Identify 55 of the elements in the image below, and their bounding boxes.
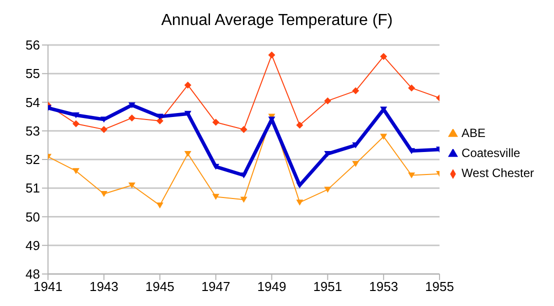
point — [324, 186, 332, 193]
x-tick-label: 1949 — [257, 279, 286, 294]
point — [184, 82, 192, 89]
point — [240, 196, 248, 203]
point — [380, 134, 388, 140]
point — [240, 126, 248, 133]
point — [352, 87, 360, 94]
point — [240, 172, 248, 178]
y-tick-label: 51 — [26, 180, 40, 196]
x-tick-label: 1947 — [201, 279, 230, 294]
point — [72, 120, 80, 128]
point — [324, 97, 332, 104]
point — [128, 114, 136, 122]
y-tick-label: 49 — [26, 238, 40, 253]
point — [128, 102, 136, 108]
point — [72, 112, 80, 118]
point — [100, 191, 108, 197]
chart-title: Annual Average Temperature (F) — [160, 12, 394, 30]
x-tick-label: 1943 — [89, 279, 118, 294]
point — [212, 194, 220, 200]
y-tick-label: 48 — [26, 266, 40, 282]
y-tick-label: 53 — [26, 123, 40, 138]
point — [156, 114, 164, 120]
point — [408, 172, 416, 178]
y-tick-label: 54 — [26, 94, 40, 110]
point — [100, 126, 108, 133]
point — [156, 202, 164, 208]
legend-label: Coatesville — [462, 146, 520, 160]
x-tick-label: 1955 — [425, 279, 454, 294]
point — [212, 118, 220, 126]
point — [408, 84, 416, 92]
y-tick-label: 55 — [26, 66, 40, 82]
legend-label: West Chester — [462, 166, 534, 180]
point — [184, 110, 192, 117]
point — [324, 150, 332, 157]
line-series — [48, 102, 440, 188]
point — [156, 117, 164, 124]
point — [296, 200, 304, 206]
legend-label: ABE — [462, 126, 486, 140]
point — [380, 52, 388, 60]
point — [268, 52, 276, 59]
x-tick-label: 1951 — [313, 279, 342, 294]
point — [296, 122, 304, 129]
y-tick-label: 50 — [26, 209, 40, 224]
x-tick-label: 1945 — [145, 279, 174, 294]
x-tick-label: 1953 — [369, 279, 398, 294]
x-tick-label: 1941 — [34, 279, 62, 294]
point — [212, 164, 220, 170]
y-tick-label: 52 — [26, 152, 40, 168]
point — [128, 182, 136, 188]
point — [72, 168, 80, 174]
point — [184, 150, 192, 157]
point — [352, 160, 360, 167]
point — [408, 148, 416, 154]
y-tick-label: 56 — [26, 38, 40, 53]
